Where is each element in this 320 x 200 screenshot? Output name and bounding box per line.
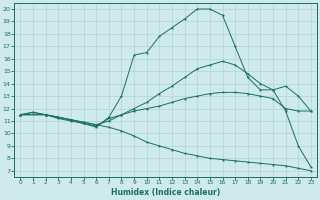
X-axis label: Humidex (Indice chaleur): Humidex (Indice chaleur) (111, 188, 220, 197)
